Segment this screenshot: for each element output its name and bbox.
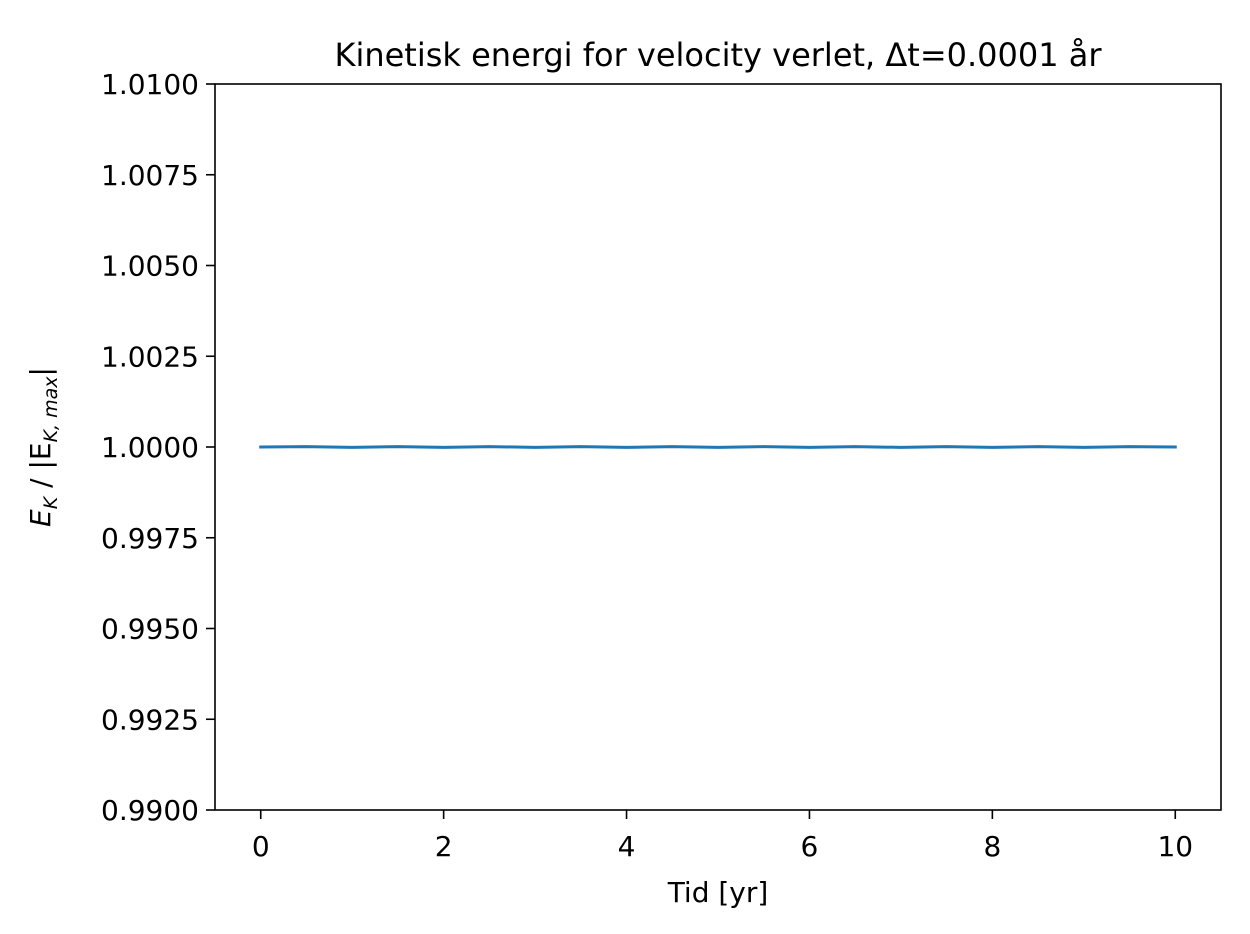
y-tick-label: 0.9975	[101, 522, 199, 555]
y-tick-label: 0.9900	[101, 794, 199, 827]
x-tick-label: 4	[618, 830, 636, 863]
y-tick-label: 1.0100	[101, 68, 199, 101]
y-tick-label: 1.0025	[101, 340, 199, 373]
y-axis-label: EK / |EK, max|	[24, 367, 62, 527]
y-axis-label-middle: / |E	[24, 442, 57, 496]
x-tick-label: 2	[435, 830, 453, 863]
x-tick-label: 6	[801, 830, 819, 863]
x-axis-label: Tid [yr]	[667, 876, 769, 909]
y-tick-label: 1.0000	[101, 431, 199, 464]
y-axis-label-sub-kmax: K, max	[40, 376, 62, 443]
chart-title: Kinetisk energi for velocity verlet, Δt=…	[334, 36, 1102, 74]
y-tick-label: 1.0050	[101, 250, 199, 283]
series-line-0	[259, 445, 1177, 449]
y-tick-label: 0.9925	[101, 703, 199, 736]
x-tick-label: 8	[983, 830, 1001, 863]
x-tick-label: 10	[1157, 830, 1193, 863]
y-axis-label-sub-k: K	[40, 495, 62, 509]
y-tick-label: 1.0075	[101, 159, 199, 192]
y-tick-label: 0.9950	[101, 613, 199, 646]
y-axis-label-suffix: |	[24, 367, 57, 376]
x-tick-label: 0	[252, 830, 270, 863]
plot-area: 0 2 4 6 8 10 0.9900 0.9925 0.9950 0.9975 1.0000 1.0…	[101, 68, 1222, 863]
y-axis-label-e: E	[24, 509, 57, 527]
